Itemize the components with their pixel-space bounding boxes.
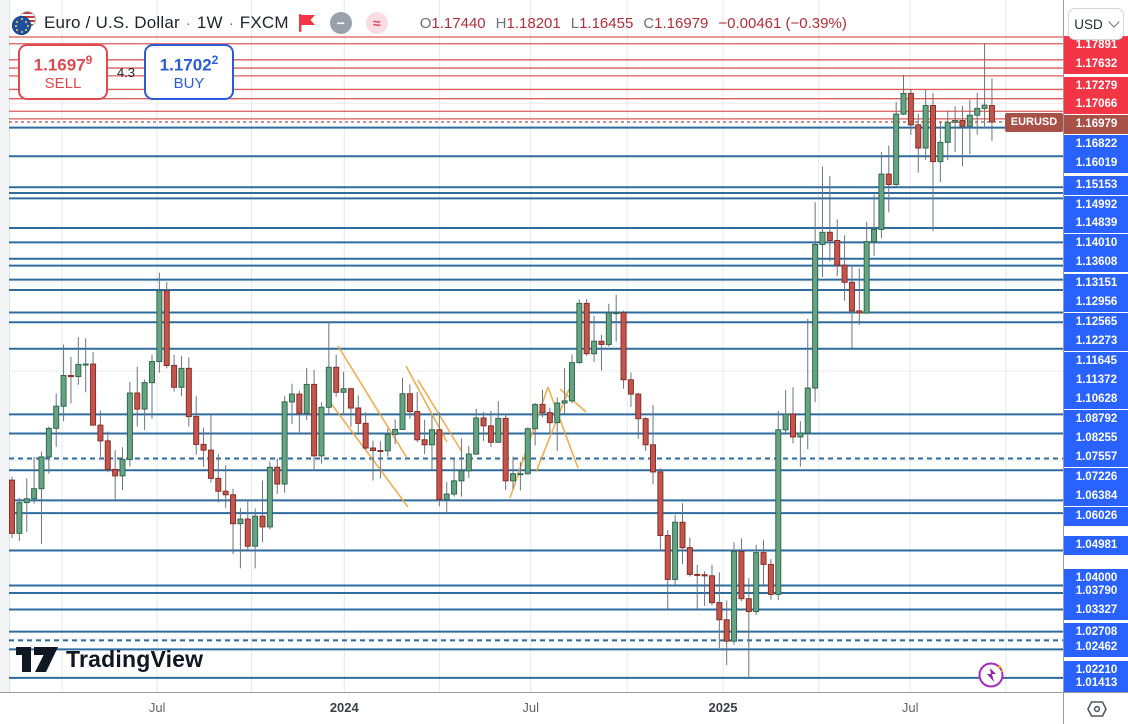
price-alert-label[interactable]: 1.17632 <box>1064 54 1128 74</box>
open-value: 1.17440 <box>431 14 486 32</box>
timezone-settings-icon[interactable] <box>1086 698 1108 720</box>
high-label: H <box>495 14 507 32</box>
price-alert-label[interactable]: 1.02462 <box>1064 637 1128 657</box>
flag-icon[interactable] <box>298 14 316 32</box>
sell-price-sup: 9 <box>85 53 93 68</box>
eurusd-pair-icon[interactable] <box>12 11 36 35</box>
price-alert-label[interactable]: 1.10628 <box>1064 389 1128 409</box>
price-alert-label[interactable]: 1.14010 <box>1064 233 1128 253</box>
price-alert-label[interactable]: 1.03790 <box>1064 581 1128 601</box>
close-label: C <box>643 14 655 32</box>
sell-label: SELL <box>44 74 82 92</box>
price-alert-label[interactable]: 1.08255 <box>1064 428 1128 448</box>
price-alert-label[interactable]: 1.16019 <box>1064 153 1128 173</box>
exchange-label[interactable]: FXCM <box>239 13 289 32</box>
sell-button[interactable]: 1.16979 SELL <box>18 44 108 100</box>
price-alert-label[interactable]: 1.16822 <box>1064 134 1128 154</box>
axis-corner <box>1063 693 1128 724</box>
tradingview-logo-icon <box>16 647 58 672</box>
price-alert-label[interactable]: 1.06026 <box>1064 506 1128 526</box>
approx-chip-icon[interactable]: ≈ <box>365 12 388 34</box>
price-alert-label[interactable]: 1.13608 <box>1064 252 1128 272</box>
price-alert-label[interactable]: 1.06384 <box>1064 486 1128 506</box>
price-alert-label[interactable]: 1.17891 <box>1064 35 1128 55</box>
spark-button[interactable] <box>977 661 1005 689</box>
price-alert-label[interactable]: 1.15153 <box>1064 175 1128 195</box>
buy-button[interactable]: 1.17022 BUY <box>144 44 234 100</box>
high-value: 1.18201 <box>506 14 561 32</box>
time-axis[interactable]: Jul 2024 Jul 2025 Jul <box>0 692 1128 724</box>
time-axis-tick: Jul <box>901 700 919 715</box>
price-alert-label[interactable]: 1.04981 <box>1064 535 1128 555</box>
price-alert-label[interactable]: 1.01413 <box>1064 673 1128 692</box>
ohlc-legend: O 1.17440 H 1.18201 L 1.16455 C 1.16979 −0.0… <box>410 15 847 32</box>
buy-price: 1.1702 <box>159 55 212 75</box>
low-value: 1.16455 <box>579 14 634 32</box>
trade-panel: 1.16979 SELL 4.3 1.17022 BUY <box>18 44 234 100</box>
symbol-title[interactable]: Euro / U.S. Dollar <box>44 13 180 32</box>
price-alert-label[interactable]: 1.07557 <box>1064 447 1128 467</box>
price-alert-label[interactable]: 1.02708 <box>1064 622 1128 642</box>
time-axis-tick: 2025 <box>708 700 738 715</box>
price-alert-label[interactable]: 1.11372 <box>1064 370 1128 390</box>
timeframe-label[interactable]: 1W <box>196 13 223 32</box>
buy-label: BUY <box>173 74 205 92</box>
price-alert-label[interactable]: 1.17279 <box>1064 76 1128 96</box>
tradingview-logo-text: TradingView <box>66 646 204 672</box>
open-label: O <box>419 14 432 32</box>
time-axis-tick: Jul <box>522 700 540 715</box>
price-alert-label[interactable]: 1.12565 <box>1064 312 1128 332</box>
candlestick-chart[interactable] <box>0 0 1063 692</box>
spread-value: 4.3 <box>116 64 136 80</box>
eu-flag-icon <box>12 16 31 35</box>
price-alert-label[interactable]: 1.17066 <box>1064 94 1128 114</box>
tradingview-logo[interactable]: TradingView <box>16 646 203 673</box>
price-alert-label[interactable]: 1.13151 <box>1064 273 1128 293</box>
chart-pane[interactable]: Euro / U.S. Dollar · 1W · FXCM − ≈ O 1.17… <box>0 0 1063 692</box>
low-label: L <box>570 14 580 32</box>
time-axis-tick: 2024 <box>329 700 359 715</box>
price-alert-label[interactable]: 1.12956 <box>1064 292 1128 312</box>
currency-selector[interactable]: USD <box>1068 8 1124 40</box>
buy-price-sup: 2 <box>211 53 219 68</box>
price-alert-label[interactable]: 1.14839 <box>1064 213 1128 233</box>
symbol-toolbar: Euro / U.S. Dollar · 1W · FXCM − ≈ O 1.17… <box>12 8 847 38</box>
separator: · <box>185 14 191 32</box>
separator: · <box>228 14 234 32</box>
left-gutter <box>0 0 10 692</box>
price-alert-label[interactable]: 1.14992 <box>1064 195 1128 215</box>
price-alert-label[interactable]: 1.07226 <box>1064 467 1128 487</box>
price-alert-label[interactable]: 1.11645 <box>1064 351 1128 371</box>
collapse-chip-icon[interactable]: − <box>329 12 352 34</box>
price-alert-label[interactable]: 1.03327 <box>1064 600 1128 620</box>
chevron-down-icon <box>1108 16 1120 28</box>
close-value: 1.16979 <box>654 14 709 32</box>
time-axis-tick: Jul <box>148 700 166 715</box>
price-scale[interactable]: 1.17891 1.17632 1.17279 1.17066 1.16979 1.168… <box>1063 0 1128 692</box>
price-alert-label[interactable]: 1.08792 <box>1064 409 1128 429</box>
currency-label: USD <box>1074 16 1103 32</box>
symbol-price-tag[interactable]: EURUSD <box>1005 113 1063 132</box>
sell-price: 1.1697 <box>33 55 86 75</box>
change-value: −0.00461 (−0.39%) <box>718 14 847 32</box>
price-alert-label[interactable]: 1.12273 <box>1064 331 1128 351</box>
last-price-label[interactable]: 1.16979 <box>1064 114 1128 134</box>
